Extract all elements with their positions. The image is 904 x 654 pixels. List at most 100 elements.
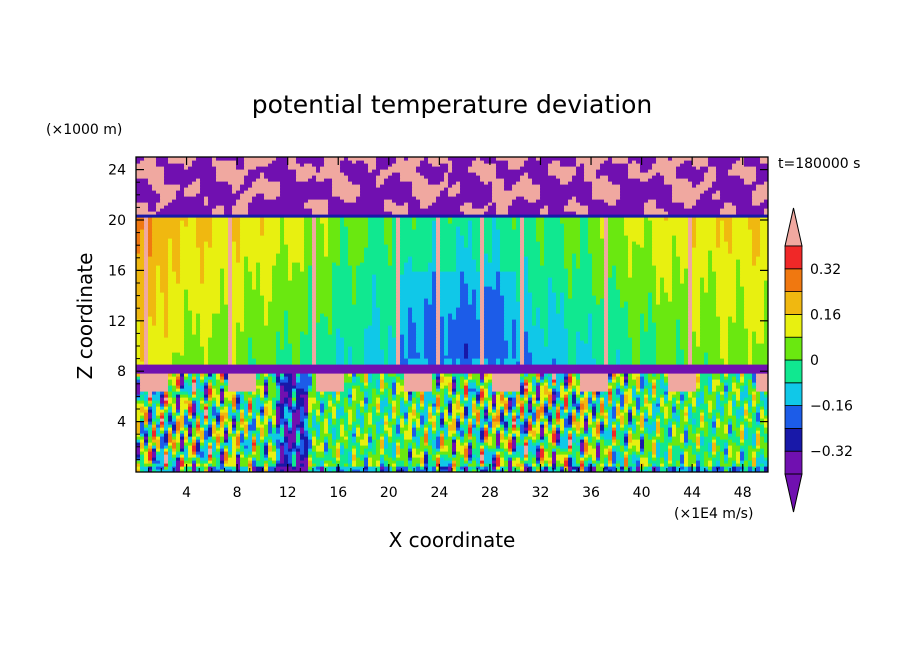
field-cell <box>604 463 609 467</box>
field-cell <box>404 442 409 446</box>
field-cell <box>572 394 577 398</box>
field-cell <box>316 409 321 413</box>
field-cell <box>220 448 225 452</box>
field-cell <box>408 352 421 356</box>
field-cell <box>216 403 221 407</box>
field-cell <box>508 424 513 428</box>
field-cell <box>508 418 513 422</box>
field-cell <box>180 376 185 380</box>
field-cell <box>424 448 429 452</box>
field-cell <box>460 379 465 383</box>
field-cell <box>536 412 541 416</box>
field-cell <box>660 415 665 419</box>
field-cell <box>564 409 569 413</box>
field-cell <box>216 373 221 377</box>
field-cell <box>136 409 141 413</box>
field-cell <box>216 424 221 428</box>
field-cell <box>256 427 261 431</box>
field-cell <box>416 394 421 398</box>
field-cell <box>392 334 397 338</box>
field-cell <box>728 331 749 335</box>
field-cell <box>168 382 173 386</box>
field-cell <box>640 409 645 413</box>
field-cell <box>480 373 485 377</box>
field-cell <box>148 415 153 419</box>
field-cell <box>348 433 353 437</box>
field-cell <box>608 466 617 470</box>
field-cell <box>452 448 457 452</box>
field-cell <box>652 448 657 452</box>
field-cell <box>304 421 309 425</box>
field-cell <box>464 427 469 431</box>
field-cell <box>596 439 601 443</box>
field-cell <box>528 454 537 458</box>
field-cell <box>208 421 213 425</box>
field-cell <box>228 412 237 416</box>
field-cell <box>152 430 157 434</box>
field-cell <box>532 460 537 464</box>
field-cell <box>624 451 629 455</box>
field-cell <box>480 457 485 461</box>
field-cell <box>152 424 157 428</box>
field-cell <box>152 463 157 467</box>
field-cell <box>472 469 477 472</box>
field-cell <box>200 397 205 401</box>
field-cell <box>460 442 465 446</box>
field-cell <box>536 442 541 446</box>
field-cell <box>732 406 741 410</box>
field-cell <box>304 406 309 410</box>
field-cell <box>256 466 265 470</box>
field-cell <box>224 376 229 380</box>
field-cell <box>492 394 497 398</box>
field-cell <box>636 379 641 383</box>
field-cell <box>324 409 333 413</box>
field-cell <box>676 343 681 347</box>
field-cell <box>172 433 177 437</box>
field-cell <box>420 439 425 443</box>
field-cell <box>392 382 397 386</box>
field-cell <box>592 340 605 344</box>
field-cell <box>548 445 557 449</box>
field-cell <box>204 346 209 350</box>
field-cell <box>148 433 153 437</box>
field-cell <box>348 427 353 431</box>
field-cell <box>332 400 337 404</box>
field-cell <box>172 388 177 392</box>
field-cell <box>572 445 581 449</box>
field-cell <box>636 430 645 434</box>
field-cell <box>308 397 317 401</box>
field-cell <box>260 436 265 440</box>
field-cell <box>344 358 349 362</box>
field-cell <box>472 376 481 380</box>
field-cell <box>220 445 225 449</box>
field-cell <box>584 442 589 446</box>
field-cell <box>572 427 577 431</box>
field-cell <box>376 397 381 401</box>
field-cell <box>224 415 229 419</box>
field-cell <box>536 466 541 470</box>
field-cell <box>620 400 625 404</box>
field-cell <box>216 448 221 452</box>
field-cell <box>488 361 497 365</box>
field-cell <box>700 373 713 377</box>
field-cell <box>572 424 577 428</box>
field-cell <box>440 454 449 458</box>
field-cell <box>380 388 385 392</box>
field-cell <box>748 469 753 472</box>
field-cell <box>700 337 721 341</box>
field-cell <box>624 376 629 380</box>
field-cell <box>456 430 461 434</box>
field-cell <box>372 442 377 446</box>
field-cell <box>576 430 581 434</box>
field-cell <box>184 421 193 425</box>
field-cell <box>576 433 581 437</box>
field-cell <box>740 385 745 389</box>
field-cell <box>376 409 381 413</box>
field-cell <box>516 343 521 347</box>
field-cell <box>712 382 721 386</box>
field-cell <box>480 421 485 425</box>
field-cell <box>240 406 245 410</box>
field-cell <box>544 439 549 443</box>
field-cell <box>608 415 613 419</box>
field-cell <box>500 445 505 449</box>
